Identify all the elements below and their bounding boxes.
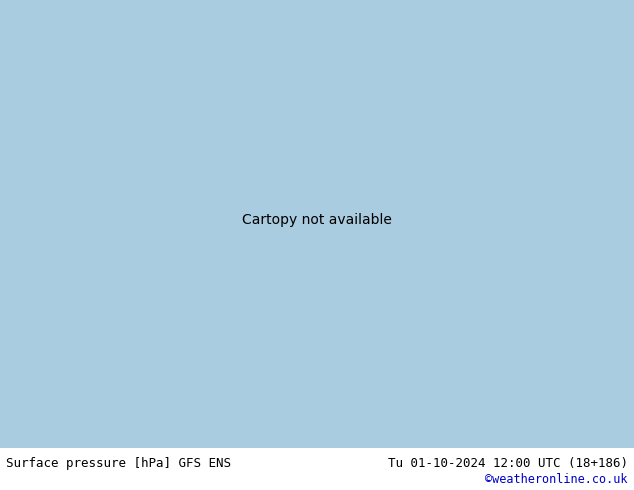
Text: Cartopy not available: Cartopy not available <box>242 213 392 227</box>
Text: ©weatheronline.co.uk: ©weatheronline.co.uk <box>485 473 628 486</box>
Text: Surface pressure [hPa] GFS ENS: Surface pressure [hPa] GFS ENS <box>6 457 231 469</box>
Text: Tu 01-10-2024 12:00 UTC (18+186): Tu 01-10-2024 12:00 UTC (18+186) <box>387 457 628 469</box>
